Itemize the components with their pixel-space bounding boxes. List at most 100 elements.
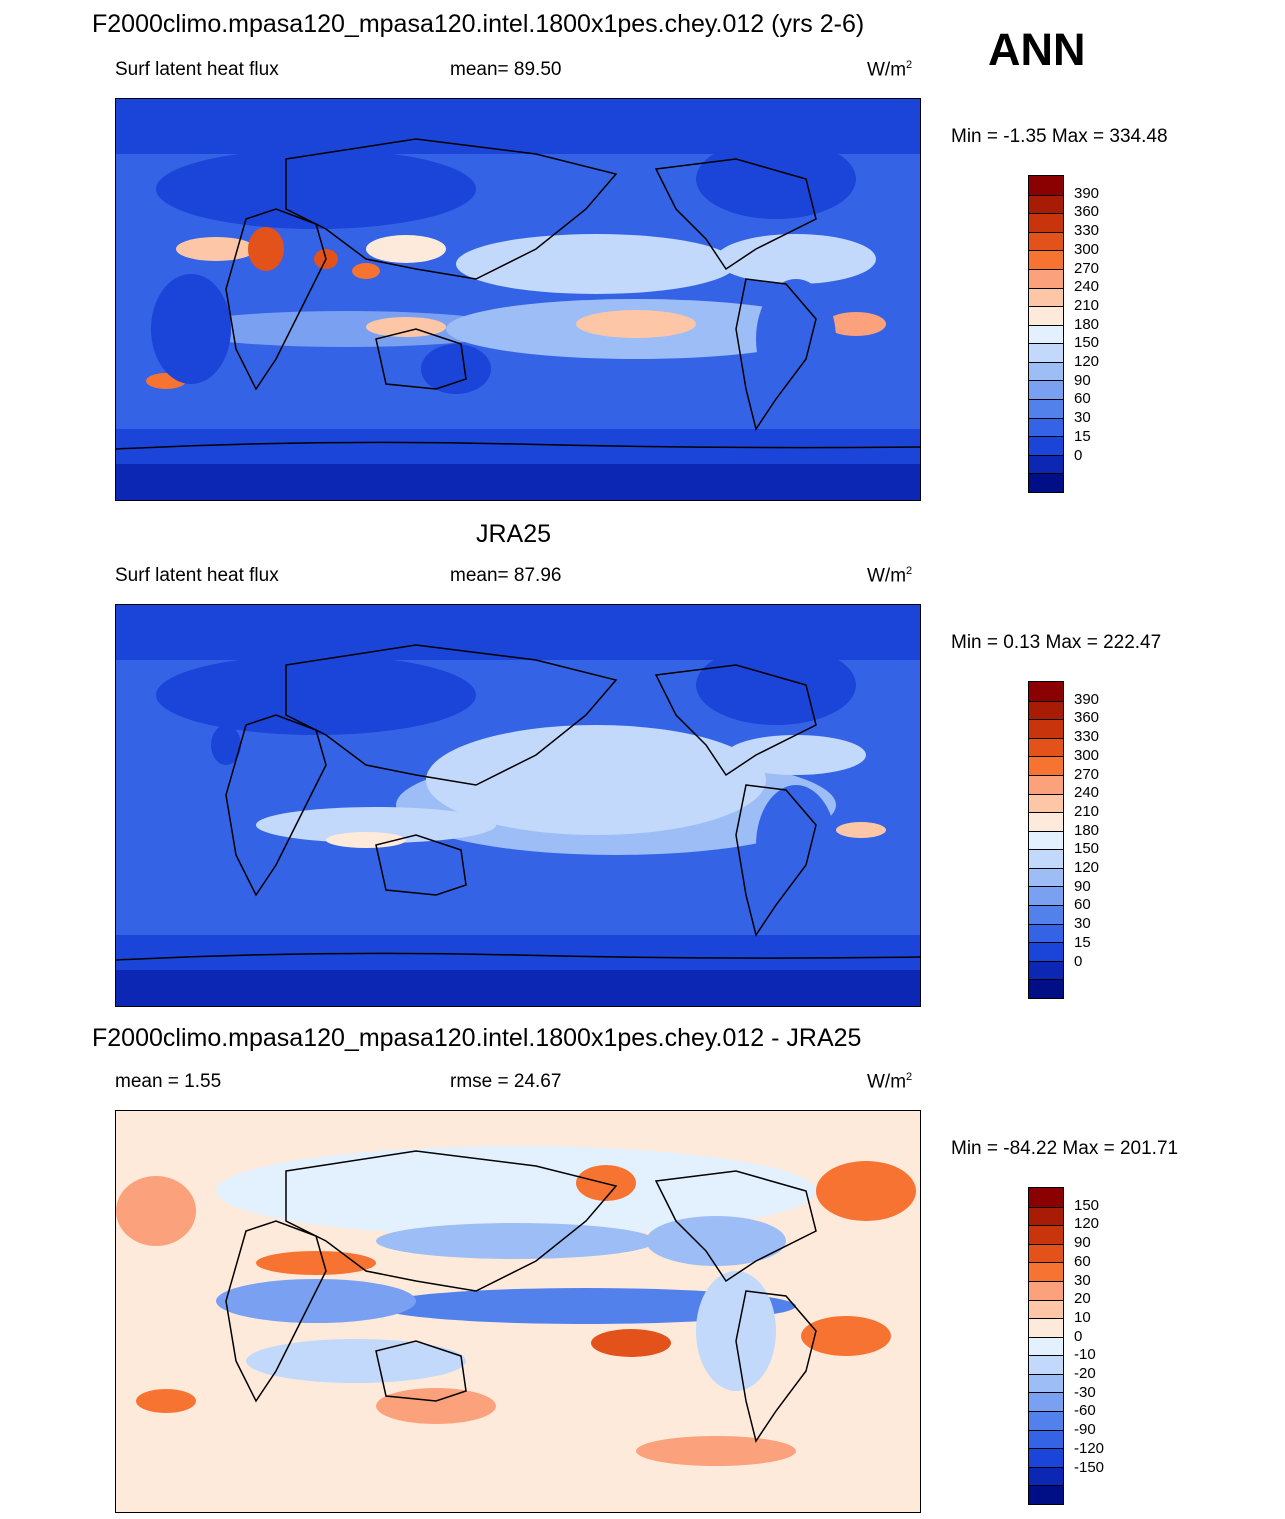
colorbar-segment [1029, 774, 1063, 794]
colorbar-segment [1029, 682, 1063, 701]
colorbar-tick-label: 210 [1074, 296, 1100, 314]
colorbar-segment [1029, 1336, 1063, 1356]
panel-1-map-field [116, 99, 920, 500]
colorbar-segment [1029, 905, 1063, 924]
colorbar-segment [1029, 213, 1063, 232]
colorbar-tick-label: 30 [1074, 1271, 1091, 1289]
colorbar-tick-label: 360 [1074, 709, 1100, 727]
colorbar-tick-label: 300 [1074, 746, 1100, 764]
panel-1-units: W/m2 [867, 59, 913, 81]
colorbar-tick-label: 120 [1074, 859, 1100, 877]
colorbar-segment [1029, 1188, 1063, 1207]
colorbar-tick-label: 15 [1074, 427, 1091, 445]
colorbar-segment [1029, 1485, 1063, 1504]
colorbar-segment [1029, 960, 1063, 980]
colorbar-segment [1029, 867, 1063, 887]
panel-2-minmax: Min = 0.13 Max = 222.47 [951, 632, 1162, 653]
colorbar-segment [1029, 1206, 1063, 1226]
panel-1-map [115, 98, 921, 501]
panel-2-variable-label: Surf latent heat flux [115, 565, 279, 586]
panel-2-colorbar [1028, 681, 1064, 999]
colorbar-segment [1029, 700, 1063, 720]
colorbar-tick-label: 150 [1074, 840, 1100, 858]
colorbar-tick-label: -10 [1074, 1346, 1096, 1364]
colorbar-tick-label: 60 [1074, 390, 1091, 408]
colorbar-tick-label: 240 [1074, 784, 1100, 802]
colorbar-segment [1029, 979, 1063, 998]
colorbar-segment [1029, 268, 1063, 288]
colorbar-segment [1029, 737, 1063, 757]
colorbar-segment [1029, 1429, 1063, 1449]
panel-3-map-field [116, 1111, 920, 1512]
colorbar-tick-label: 30 [1074, 915, 1091, 933]
panel-2-units: W/m2 [867, 565, 913, 587]
colorbar-tick-label: 120 [1074, 353, 1100, 371]
colorbar-tick-label: 270 [1074, 259, 1100, 277]
colorbar-tick-label: 0 [1074, 1327, 1083, 1345]
colorbar-tick-label: 10 [1074, 1308, 1091, 1326]
colorbar-segment [1029, 719, 1063, 738]
panel-1-mean-label: mean= 89.50 [450, 59, 562, 80]
colorbar-tick-label: 330 [1074, 728, 1100, 746]
colorbar-segment [1029, 830, 1063, 850]
colorbar-segment [1029, 436, 1063, 455]
colorbar-tick-label: 120 [1074, 1215, 1100, 1233]
colorbar-tick-label: 270 [1074, 765, 1100, 783]
colorbar-tick-label: -120 [1074, 1439, 1105, 1457]
colorbar-segment [1029, 417, 1063, 437]
colorbar-tick-label: 15 [1074, 933, 1091, 951]
colorbar-tick-label: 390 [1074, 184, 1100, 202]
colorbar-tick-label: 20 [1074, 1290, 1091, 1308]
colorbar-segment [1029, 1355, 1063, 1374]
colorbar-segment [1029, 194, 1063, 214]
colorbar-segment [1029, 231, 1063, 251]
colorbar-segment [1029, 1225, 1063, 1244]
colorbar-tick-label: 30 [1074, 409, 1091, 427]
panel-3-rmse-label: rmse = 24.67 [450, 1071, 562, 1092]
colorbar-segment [1029, 1448, 1063, 1467]
panel-1-variable-label: Surf latent heat flux [115, 59, 279, 80]
colorbar-segment [1029, 306, 1063, 325]
colorbar-tick-label: 390 [1074, 690, 1100, 708]
colorbar-tick-label: 210 [1074, 802, 1100, 820]
colorbar-tick-label: 90 [1074, 877, 1091, 895]
panel-1-colorbar [1028, 175, 1064, 493]
panel-3-units: W/m2 [867, 1071, 913, 1093]
colorbar-segment [1029, 793, 1063, 813]
colorbar-tick-label: 60 [1074, 1252, 1091, 1270]
panel-3-minmax: Min = -84.22 Max = 201.71 [951, 1138, 1179, 1159]
colorbar-tick-label: 0 [1074, 952, 1083, 970]
colorbar-segment [1029, 942, 1063, 961]
colorbar-segment [1029, 454, 1063, 474]
colorbar-tick-label: -30 [1074, 1383, 1096, 1401]
colorbar-tick-label: 180 [1074, 315, 1100, 333]
colorbar-tick-label: -150 [1074, 1458, 1105, 1476]
colorbar-segment [1029, 1411, 1063, 1430]
colorbar-segment [1029, 812, 1063, 831]
colorbar-segment [1029, 1243, 1063, 1263]
colorbar-tick-label: 90 [1074, 1234, 1091, 1252]
colorbar-tick-label: 0 [1074, 446, 1083, 464]
colorbar-segment [1029, 849, 1063, 868]
colorbar-segment [1029, 923, 1063, 943]
colorbar-tick-label: 150 [1074, 334, 1100, 352]
colorbar-segment [1029, 1318, 1063, 1337]
colorbar-segment [1029, 1280, 1063, 1300]
colorbar-segment [1029, 343, 1063, 362]
season-label: ANN [988, 24, 1086, 75]
panel-2-map [115, 604, 921, 1007]
panel-3-title: F2000climo.mpasa120_mpasa120.intel.1800x… [92, 1024, 862, 1052]
colorbar-segment [1029, 1299, 1063, 1319]
panel-1-minmax: Min = -1.35 Max = 334.48 [951, 126, 1168, 147]
colorbar-tick-label: 330 [1074, 222, 1100, 240]
colorbar-segment [1029, 176, 1063, 195]
colorbar-segment [1029, 1373, 1063, 1393]
colorbar-segment [1029, 324, 1063, 344]
colorbar-tick-label: 360 [1074, 203, 1100, 221]
panel-2-map-field [116, 605, 920, 1006]
panel-1-title: F2000climo.mpasa120_mpasa120.intel.1800x… [92, 10, 865, 38]
colorbar-segment [1029, 1262, 1063, 1281]
colorbar-tick-label: 60 [1074, 896, 1091, 914]
colorbar-segment [1029, 287, 1063, 307]
colorbar-segment [1029, 886, 1063, 906]
